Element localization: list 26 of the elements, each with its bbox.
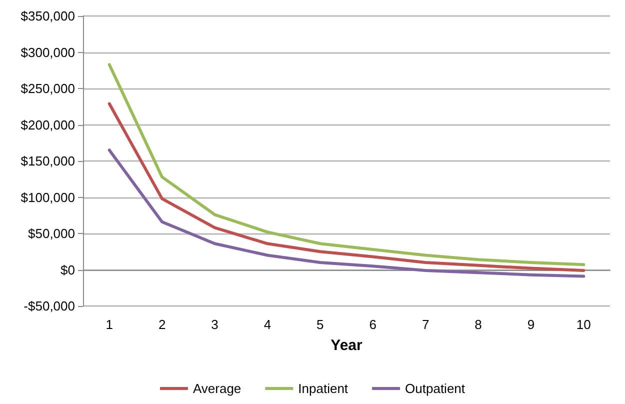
- x-tick-label: 10: [576, 317, 591, 332]
- legend-label: Inpatient: [298, 381, 348, 396]
- line-series: [108, 102, 586, 272]
- x-axis-title: Year: [330, 337, 363, 354]
- y-tick-label: $350,000: [20, 8, 75, 24]
- y-tick-label: -$50,000: [24, 298, 75, 314]
- legend-label: Outpatient: [405, 381, 466, 396]
- y-tick-label: $100,000: [20, 190, 75, 205]
- y-tick-label: $250,000: [20, 81, 75, 96]
- x-tick-label: 1: [106, 317, 113, 332]
- line-series: [108, 63, 586, 266]
- x-tick-label: 2: [158, 317, 166, 332]
- y-tick-label: $50,000: [28, 226, 75, 241]
- x-tick-label: 8: [474, 317, 482, 332]
- x-tick-label: 6: [369, 317, 376, 332]
- x-tick-label: 5: [316, 317, 324, 332]
- x-tick-label: 9: [527, 317, 535, 332]
- x-tick-label: 4: [264, 317, 272, 332]
- x-tick-label: 3: [211, 317, 218, 332]
- y-tick-label: $200,000: [20, 117, 75, 132]
- y-tick-label: $150,000: [20, 154, 75, 168]
- line-series: [108, 148, 586, 278]
- y-tick-label: $300,000: [20, 44, 75, 60]
- legend-label: Average: [192, 381, 242, 396]
- x-tick-label: 7: [422, 317, 430, 332]
- y-tick-label: $0: [60, 262, 75, 278]
